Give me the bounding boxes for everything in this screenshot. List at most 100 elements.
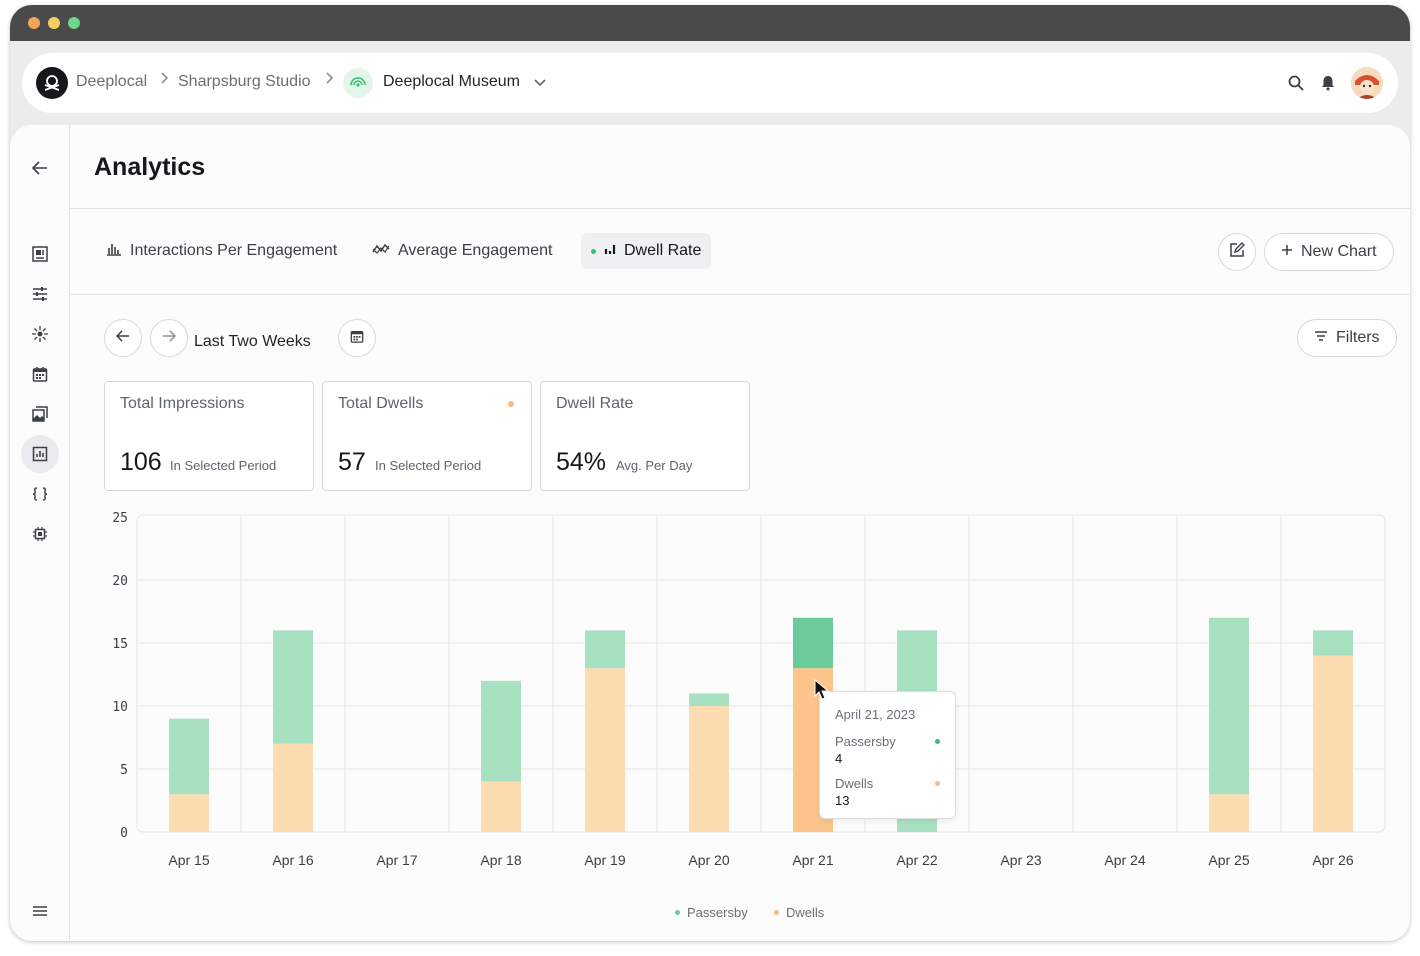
bar-passersby: [481, 680, 521, 782]
x-tick-label: Apr 19: [584, 852, 625, 868]
bar-passersby: [585, 630, 625, 669]
plus-icon: [1281, 243, 1293, 261]
minimize-window-button[interactable]: [48, 17, 60, 29]
settings-sliders-icon[interactable]: [21, 275, 59, 313]
x-tick-label: Apr 15: [168, 852, 209, 868]
breadcrumb-studio[interactable]: Sharpsburg Studio: [178, 73, 311, 90]
arrow-left-icon: [115, 329, 130, 347]
bar-passersby: [273, 630, 313, 744]
legend-label: Passersby: [687, 905, 748, 920]
bar-dwells: [1313, 655, 1353, 832]
new-chart-button[interactable]: New Chart: [1264, 233, 1394, 271]
dwells-dot: [935, 781, 940, 786]
museum-selector[interactable]: Deeplocal Museum: [383, 73, 520, 90]
search-icon[interactable]: [1286, 73, 1306, 93]
x-tick-label: Apr 24: [1104, 852, 1145, 868]
edit-chart-button[interactable]: [1218, 233, 1256, 271]
tab-dwell-rate[interactable]: Dwell Rate: [581, 233, 712, 269]
sidebar: [10, 125, 70, 941]
tooltip-passersby-value: 4: [835, 751, 843, 766]
legend-item-passersby[interactable]: Passersby: [675, 905, 748, 920]
y-tick-label: 20: [112, 574, 128, 589]
legend-dot: [774, 910, 779, 915]
bar-dwells: [273, 743, 313, 832]
app-window: Deeplocal Sharpsburg Studio Deeplocal Mu…: [10, 5, 1410, 941]
code-braces-icon[interactable]: [21, 475, 59, 513]
legend-label: Dwells: [786, 905, 825, 920]
bar-passersby: [1313, 630, 1353, 656]
x-tick-label: Apr 21: [792, 852, 833, 868]
bar-dwells: [481, 781, 521, 832]
deeplocal-logo-icon[interactable]: [36, 67, 68, 99]
bar-dwells: [169, 794, 209, 832]
date-range-label: Last Two Weeks: [194, 333, 311, 350]
analytics-icon[interactable]: [21, 435, 59, 473]
legend-dot: [675, 910, 680, 915]
stat-card-dwell-rate: Dwell Rate 54% Avg. Per Day: [540, 381, 750, 491]
mouse-cursor-icon: [814, 679, 830, 700]
stat-subtitle: Avg. Per Day: [616, 458, 693, 473]
stat-title: Total Impressions: [120, 395, 245, 412]
tab-interactions-per-engagement[interactable]: Interactions Per Engagement: [96, 233, 347, 269]
arrow-right-icon: [162, 329, 177, 347]
tab-label: Average Engagement: [398, 242, 553, 259]
y-tick-label: 0: [120, 826, 128, 841]
x-tick-label: Apr 23: [1000, 852, 1041, 868]
x-tick-label: Apr 16: [272, 852, 313, 868]
dwells-indicator-dot: [508, 401, 514, 407]
top-navigation-bar: Deeplocal Sharpsburg Studio Deeplocal Mu…: [22, 53, 1398, 113]
calendar-icon: [350, 329, 364, 348]
previous-range-button[interactable]: [104, 319, 142, 357]
close-window-button[interactable]: [28, 17, 40, 29]
bar-passersby: [793, 617, 833, 669]
title-bar: [10, 5, 1410, 41]
bar-dwells: [689, 706, 729, 832]
main-content: Analytics Interactions Per Engagement Av…: [70, 125, 1410, 941]
x-tick-label: Apr 26: [1312, 852, 1353, 868]
hardware-chip-icon[interactable]: [21, 515, 59, 553]
breadcrumb-separator: [159, 71, 169, 90]
tooltip-dwells-value: 13: [835, 793, 850, 808]
divider: [70, 294, 1410, 295]
calendar-icon[interactable]: [21, 355, 59, 393]
chevron-down-icon[interactable]: [530, 73, 550, 93]
stat-value: 106: [120, 448, 162, 476]
notification-bell-icon[interactable]: [1318, 73, 1338, 93]
stat-subtitle: In Selected Period: [170, 458, 277, 473]
x-tick-label: Apr 22: [896, 852, 937, 868]
y-tick-label: 5: [120, 763, 128, 778]
tab-label: Dwell Rate: [624, 242, 702, 259]
hamburger-menu-icon[interactable]: [30, 901, 50, 921]
stat-value: 54%: [556, 448, 607, 476]
active-indicator-dot: [591, 248, 596, 254]
stat-title: Dwell Rate: [556, 395, 634, 412]
tab-average-engagement[interactable]: Average Engagement: [362, 233, 562, 269]
main-panel: Analytics Interactions Per Engagement Av…: [10, 125, 1410, 941]
edit-icon: [1229, 241, 1245, 263]
y-tick-label: 15: [112, 637, 128, 652]
sparkle-icon[interactable]: [21, 315, 59, 353]
user-avatar[interactable]: [1351, 67, 1383, 99]
bar-chart-icon: [106, 242, 122, 261]
next-range-button[interactable]: [150, 319, 188, 357]
x-tick-label: Apr 20: [688, 852, 729, 868]
maximize-window-button[interactable]: [68, 17, 80, 29]
y-tick-label: 25: [112, 511, 128, 526]
stat-subtitle: In Selected Period: [375, 458, 482, 473]
back-arrow-icon[interactable]: [21, 149, 59, 187]
new-chart-label: New Chart: [1301, 243, 1377, 260]
legend-item-dwells[interactable]: Dwells: [774, 905, 824, 920]
filters-button[interactable]: Filters: [1297, 319, 1397, 357]
stat-card-total-dwells: Total Dwells 57 In Selected Period: [322, 381, 532, 491]
date-picker-button[interactable]: [338, 319, 376, 357]
chart-tooltip: April 21, 2023 Passersby 4 Dwells 13: [819, 691, 956, 819]
breadcrumb-org[interactable]: Deeplocal: [76, 73, 148, 90]
stat-value: 57: [338, 448, 366, 476]
small-bar-chart-icon: [604, 242, 616, 260]
broadcast-icon: [343, 68, 373, 98]
bar-passersby: [1209, 617, 1249, 795]
dashboard-icon[interactable]: [21, 235, 59, 273]
media-library-icon[interactable]: [21, 395, 59, 433]
passersby-dot: [935, 739, 940, 744]
bar-passersby: [689, 693, 729, 706]
